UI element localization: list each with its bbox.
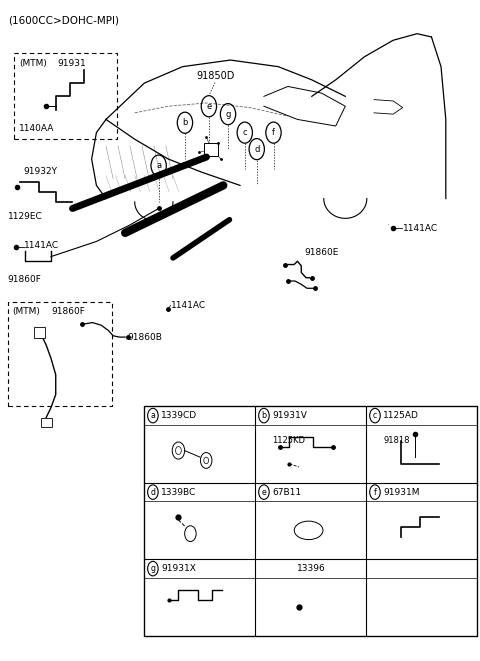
Text: d: d xyxy=(150,488,156,496)
Text: 91931V: 91931V xyxy=(272,411,307,420)
Text: 1125KD: 1125KD xyxy=(272,436,305,445)
Text: 1339CD: 1339CD xyxy=(161,411,197,420)
Text: (MTM): (MTM) xyxy=(19,59,47,67)
Text: 1141AC: 1141AC xyxy=(403,224,438,233)
Text: 91931: 91931 xyxy=(57,59,86,67)
Bar xyxy=(14,54,117,139)
Text: 1141AC: 1141AC xyxy=(170,301,206,310)
Ellipse shape xyxy=(294,521,323,539)
Text: 91860F: 91860F xyxy=(8,275,42,284)
Text: 1129EC: 1129EC xyxy=(8,212,43,221)
Text: b: b xyxy=(182,118,188,127)
Text: d: d xyxy=(254,145,259,153)
Text: e: e xyxy=(262,488,266,496)
Text: 91818: 91818 xyxy=(383,436,409,445)
Text: 91860F: 91860F xyxy=(51,307,85,317)
Text: 91860E: 91860E xyxy=(305,248,339,257)
Bar xyxy=(144,407,478,636)
Text: f: f xyxy=(272,128,275,137)
Text: 91850D: 91850D xyxy=(196,71,234,81)
Text: c: c xyxy=(242,128,247,137)
Text: 1141AC: 1141AC xyxy=(24,241,59,251)
Text: 1339BC: 1339BC xyxy=(161,488,196,496)
Text: 91931M: 91931M xyxy=(383,488,420,496)
Text: g: g xyxy=(225,110,231,118)
Text: f: f xyxy=(373,488,376,496)
Bar xyxy=(41,418,52,428)
Text: c: c xyxy=(373,411,377,420)
Text: g: g xyxy=(150,564,156,573)
Text: e: e xyxy=(206,102,212,111)
Text: 1125AD: 1125AD xyxy=(383,411,419,420)
Text: 91860B: 91860B xyxy=(128,332,162,342)
Text: 91932Y: 91932Y xyxy=(24,167,58,176)
Bar xyxy=(8,302,112,407)
Text: b: b xyxy=(262,411,266,420)
Text: (1600CC>DOHC-MPI): (1600CC>DOHC-MPI) xyxy=(8,15,119,25)
Text: 67B11: 67B11 xyxy=(272,488,301,496)
Text: 91931X: 91931X xyxy=(161,564,196,573)
Bar xyxy=(34,327,45,338)
Text: a: a xyxy=(150,411,156,420)
Text: 13396: 13396 xyxy=(297,564,325,573)
Text: a: a xyxy=(156,161,161,170)
Bar xyxy=(204,143,218,156)
Text: 1140AA: 1140AA xyxy=(19,124,54,133)
Text: (MTM): (MTM) xyxy=(12,307,40,317)
